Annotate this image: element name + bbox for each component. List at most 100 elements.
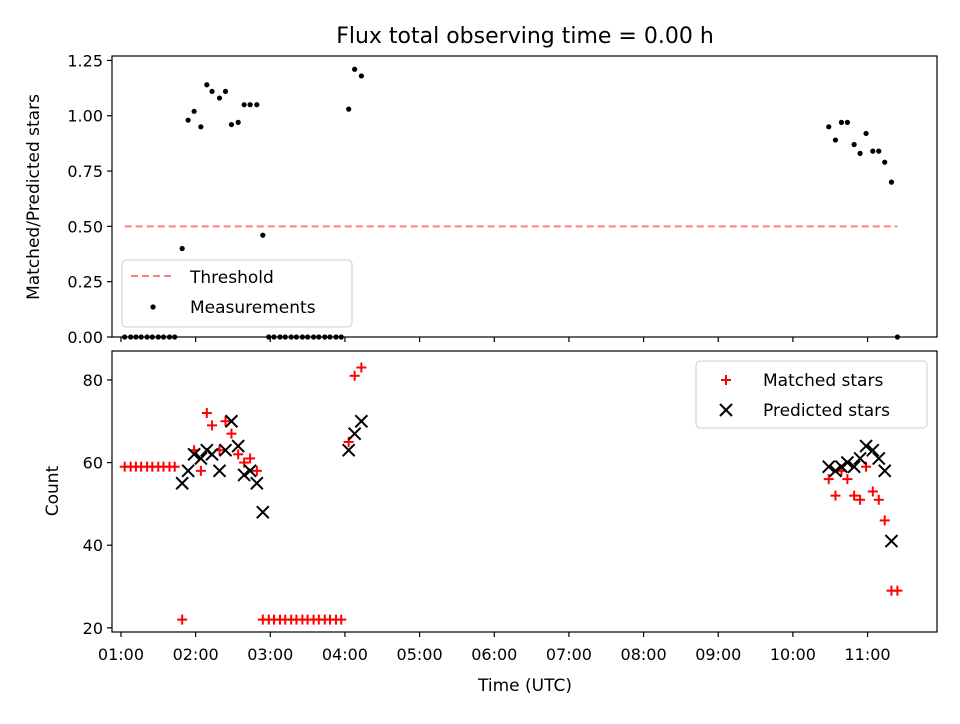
predicted-stars-point — [212, 464, 227, 478]
legend-matched-label: Matched stars — [763, 371, 883, 391]
matched-stars-point — [867, 486, 878, 497]
legend-measurements-swatch — [150, 304, 156, 310]
measurement-point — [888, 179, 895, 185]
measurement-point — [851, 141, 857, 148]
x-tick-label: 04:00 — [322, 645, 368, 664]
matched-stars-point — [823, 474, 834, 485]
matched-stars-point — [226, 428, 237, 439]
y-tick-label: 60 — [83, 454, 103, 473]
ratio-legend: Threshold Measurements — [121, 259, 353, 328]
count-y-ticks: 20 40 60 80 — [83, 371, 112, 638]
ratio-y-axis-label: Matched/Predicted stars — [24, 94, 44, 300]
predicted-stars-point — [847, 459, 861, 474]
y-tick-label: 0.00 — [67, 328, 103, 347]
measurement-point — [209, 88, 215, 95]
predicted-stars-point — [822, 459, 836, 474]
predicted-stars-point — [347, 426, 362, 441]
matched-stars-point — [855, 494, 866, 505]
x-axis-label: Time (UTC) — [477, 676, 572, 696]
matched-stars-point — [356, 362, 367, 373]
measurement-point — [260, 232, 266, 238]
measurement-point — [857, 150, 863, 156]
predicted-stars-point — [237, 468, 251, 482]
predicted-stars-point — [834, 459, 849, 474]
matched-stars-point — [201, 407, 212, 418]
ratio-y-ticks: 0.00 0.25 0.50 0.75 1.00 1.25 — [67, 51, 112, 347]
ratio-axes-frame — [111, 55, 938, 338]
matched-stars-point — [849, 490, 860, 501]
x-tick-label: 02:00 — [173, 645, 219, 664]
count-x-ticks: 01:00 02:00 03:00 04:00 05:00 06:00 07:00 08:00… — [98, 632, 891, 664]
y-tick-label: 1.25 — [67, 51, 103, 70]
predicted-stars-point — [859, 439, 873, 453]
count-legend-box — [695, 360, 928, 429]
x-tick-label: 01:00 — [98, 645, 144, 664]
matched-stars-point — [169, 461, 180, 472]
count-y-axis-label: Count — [43, 465, 63, 516]
x-tick-label: 03:00 — [247, 645, 293, 664]
measurement-point — [216, 95, 223, 101]
measurement-point — [235, 119, 241, 125]
legend-measurements-label: Measurements — [190, 298, 316, 318]
matched-stars-point — [195, 465, 206, 476]
measurement-point — [185, 117, 191, 123]
y-tick-label: 0.50 — [67, 217, 103, 236]
measurement-point — [352, 66, 358, 72]
predicted-stars-point — [181, 464, 195, 478]
predicted-stars-point — [840, 455, 855, 470]
y-tick-label: 0.75 — [67, 162, 103, 181]
measurement-point — [241, 102, 247, 108]
measurement-point — [870, 148, 876, 154]
predicted-stars-point — [231, 439, 245, 453]
x-tick-label: 11:00 — [845, 645, 891, 664]
predicted-stars-point — [175, 476, 189, 490]
predicted-stars-point — [828, 464, 843, 478]
measurement-point — [826, 124, 832, 130]
measurement-point — [876, 148, 882, 154]
predicted-stars-point — [853, 451, 867, 466]
measurement-point — [832, 137, 839, 143]
ratio-panel: 0.00 0.25 0.50 0.75 1.00 1.25 Matched/Predict… — [24, 51, 938, 347]
measurement-point — [844, 119, 851, 125]
count-marks — [119, 362, 903, 625]
measurement-point — [863, 130, 869, 137]
matched-stars-point — [336, 614, 347, 625]
predicted-stars-point — [341, 443, 356, 457]
measurement-point — [204, 82, 210, 88]
measurement-point — [254, 102, 260, 108]
measurement-point — [228, 121, 235, 128]
legend-predicted-swatch — [719, 403, 733, 417]
y-tick-label: 40 — [83, 536, 103, 555]
matched-stars-point — [873, 494, 884, 505]
predicted-stars-point — [354, 414, 369, 428]
ratio-x-ticks — [120, 337, 869, 342]
y-tick-label: 20 — [83, 619, 103, 638]
predicted-stars-point — [194, 451, 208, 466]
x-tick-label: 09:00 — [695, 645, 741, 664]
predicted-stars-point — [884, 534, 899, 548]
legend-predicted-label: Predicted stars — [763, 401, 890, 421]
matched-stars-point — [830, 490, 841, 501]
x-tick-label: 08:00 — [621, 645, 667, 664]
measurement-point — [191, 108, 197, 114]
y-tick-label: 80 — [83, 371, 103, 390]
matched-stars-point — [220, 416, 231, 427]
predicted-stars-point — [866, 443, 880, 457]
x-tick-label: 10:00 — [770, 645, 816, 664]
y-tick-label: 0.25 — [67, 273, 103, 292]
measurement-point — [247, 102, 253, 108]
legend-matched-swatch — [721, 375, 731, 385]
matched-stars-point — [207, 420, 218, 431]
matched-stars-point — [177, 614, 188, 625]
matched-stars-point — [245, 453, 256, 464]
predicted-stars-point — [878, 464, 892, 478]
count-legend: Matched stars Predicted stars — [695, 360, 928, 429]
predicted-stars-point — [205, 447, 219, 462]
measurement-point — [222, 88, 229, 95]
measurement-point — [346, 106, 352, 112]
predicted-stars-point — [187, 447, 201, 462]
matched-stars-point — [892, 585, 903, 596]
y-tick-label: 1.00 — [67, 107, 103, 126]
